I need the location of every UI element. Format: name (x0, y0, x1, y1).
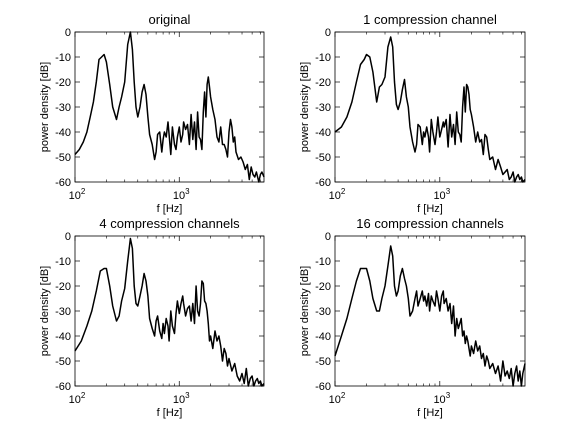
x-tick-label: 102 (69, 187, 86, 202)
y-tick-label: -50 (315, 356, 331, 368)
y-tick-label: -60 (55, 177, 71, 189)
y-tick-label: -30 (315, 306, 331, 318)
panel-title: 16 compression channels (356, 216, 504, 231)
y-tick-label: -10 (315, 256, 331, 268)
y-tick-label: -40 (55, 127, 71, 139)
x-tick-label: 102 (69, 391, 86, 406)
y-tick-label: -10 (315, 52, 331, 64)
spectrum-line (74, 31, 265, 183)
spectrum-line (74, 237, 265, 387)
x-tick-label: 103 (433, 187, 450, 202)
axes-box (334, 31, 526, 183)
panel-original: 102 103 0 -10 -20 -30 -40 -50 -60 original f [Hz] p… (39, 12, 265, 215)
panel-title: 4 compression channels (99, 216, 240, 231)
y-axis-label: power density [dB] (299, 62, 311, 153)
panel-16-compression-channels: 102 103 0 -10 -20 -30 -40 -50 -60 16 compression … (299, 216, 526, 419)
x-axis-label: f [Hz] (157, 407, 183, 419)
spectrum-line (334, 36, 526, 183)
x-tick-label: 102 (329, 391, 346, 406)
y-tick-label: -40 (315, 127, 331, 139)
y-tick-label: -20 (315, 281, 331, 293)
y-tick-label: -30 (315, 102, 331, 114)
y-axis-label: power density [dB] (39, 266, 51, 357)
y-tick-label: -50 (55, 152, 71, 164)
y-tick-label: 0 (325, 231, 331, 243)
panel-title: 1 compression channel (363, 12, 497, 27)
y-tick-label: 0 (65, 231, 71, 243)
y-tick-label: -60 (315, 381, 331, 393)
x-tick-label: 102 (329, 187, 346, 202)
x-axis-label: f [Hz] (157, 203, 183, 215)
y-tick-label: -60 (315, 177, 331, 189)
y-tick-label: -30 (55, 306, 71, 318)
panel-4-compression-channels: 102 103 0 -10 -20 -30 -40 -50 -60 4 compression c… (39, 216, 265, 419)
y-tick-label: -50 (315, 152, 331, 164)
y-tick-label: 0 (325, 27, 331, 39)
y-axis-label: power density [dB] (39, 62, 51, 153)
x-tick-label: 103 (173, 187, 190, 202)
x-axis-label: f [Hz] (417, 407, 443, 419)
axes-box (74, 235, 265, 387)
y-tick-label: -50 (55, 356, 71, 368)
panel-1-compression-channel: 102 103 0 -10 -20 -30 -40 -50 -60 1 compression c… (299, 12, 526, 215)
y-tick-label: -60 (55, 381, 71, 393)
y-tick-label: -20 (55, 281, 71, 293)
y-tick-label: -40 (315, 331, 331, 343)
y-tick-label: -20 (315, 77, 331, 89)
spectrum-line (334, 245, 526, 387)
x-axis-label: f [Hz] (417, 203, 443, 215)
x-tick-label: 103 (173, 391, 190, 406)
y-axis-label: power density [dB] (299, 266, 311, 357)
y-tick-label: -20 (55, 77, 71, 89)
y-tick-label: -10 (55, 256, 71, 268)
y-tick-label: 0 (65, 27, 71, 39)
x-tick-label: 103 (433, 391, 450, 406)
panel-title: original (149, 12, 191, 27)
y-tick-label: -30 (55, 102, 71, 114)
y-tick-label: -40 (55, 331, 71, 343)
y-tick-label: -10 (55, 52, 71, 64)
